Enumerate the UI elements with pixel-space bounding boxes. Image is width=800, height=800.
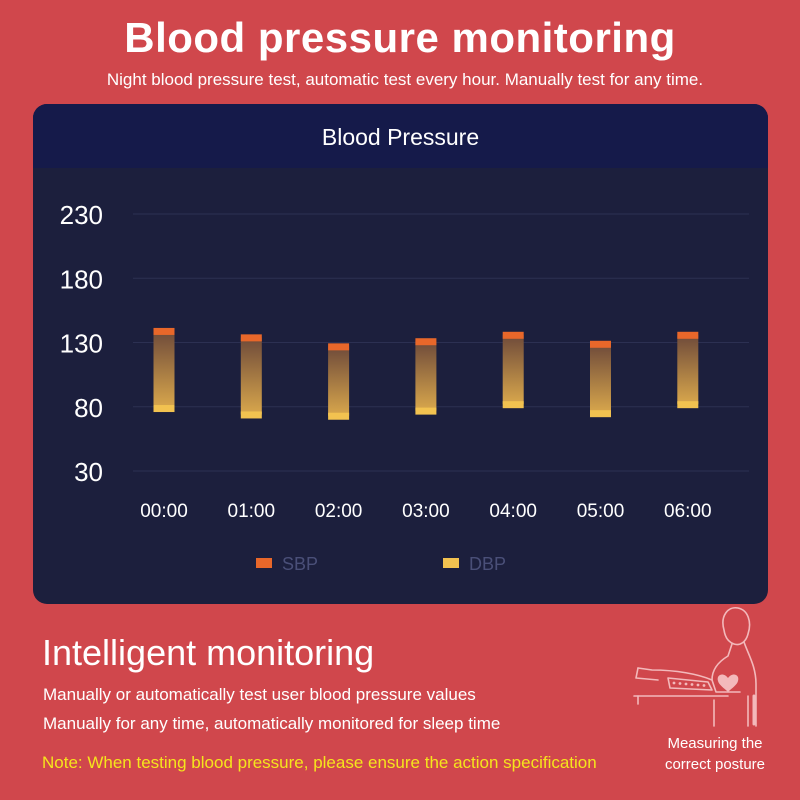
page-subtitle: Night blood pressure test, automatic tes… (106, 70, 704, 89)
dbp-marker (328, 412, 350, 420)
y-tick-label: 180 (60, 264, 103, 294)
bp-range-bar (415, 341, 437, 411)
y-tick-label: 30 (74, 457, 103, 487)
legend-swatch (256, 558, 272, 568)
bp-range-bar (328, 346, 350, 416)
dbp-marker (677, 401, 699, 409)
dbp-marker (502, 401, 524, 409)
y-tick-label: 80 (74, 393, 103, 423)
sbp-marker (328, 343, 350, 351)
x-tick-label: 04:00 (489, 501, 537, 522)
sbp-marker (415, 338, 437, 346)
note-text: Note: When testing blood pressure, pleas… (42, 753, 597, 772)
chart-panel: Blood Pressure 230 180 130 80 30 00:00 01:00 02… (33, 104, 768, 604)
sbp-marker (240, 334, 262, 342)
dbp-marker (153, 405, 175, 413)
legend-swatch (443, 558, 459, 568)
dbp-marker (590, 410, 611, 418)
dbp-marker (240, 411, 262, 419)
sbp-marker (677, 331, 699, 339)
bp-range-bar (502, 334, 524, 405)
posture-caption: Measuring the correct posture (630, 733, 800, 775)
sbp-marker (502, 331, 524, 339)
blood-pressure-chart: 230 180 130 80 30 00:00 01:00 02:00 03:00 04:00 05… (60, 200, 749, 574)
legend-label: SBP (282, 554, 318, 574)
x-tick-label: 01:00 (228, 501, 276, 522)
x-tick-label: 00:00 (140, 501, 188, 522)
sbp-marker (153, 327, 175, 335)
x-tick-label: 05:00 (577, 501, 625, 522)
posture-caption-line-1: Measuring the (667, 735, 763, 752)
sbp-marker (590, 340, 611, 348)
posture-caption-line-2: correct posture (664, 756, 766, 773)
section-title: Intelligent monitoring (42, 632, 375, 673)
x-tick-label: 06:00 (664, 501, 712, 522)
bp-range-bar (590, 343, 611, 414)
chart-title: Blood Pressure (33, 104, 768, 168)
y-tick-label: 230 (60, 200, 103, 230)
dbp-marker (415, 407, 437, 415)
bp-range-bar (153, 330, 175, 409)
bp-range-bar (677, 334, 699, 405)
posture-illustration-icon (633, 606, 757, 727)
y-tick-label: 130 (60, 329, 103, 359)
x-tick-label: 03:00 (402, 501, 450, 522)
x-tick-label: 02:00 (315, 501, 363, 522)
legend-label: DBP (469, 554, 506, 574)
description-line-1: Manually or automatically test user bloo… (43, 685, 476, 704)
bp-range-bar (240, 337, 262, 415)
page-title: Blood pressure monitoring (124, 14, 676, 61)
description-line-2: Manually for any time, automatically mon… (43, 714, 501, 733)
